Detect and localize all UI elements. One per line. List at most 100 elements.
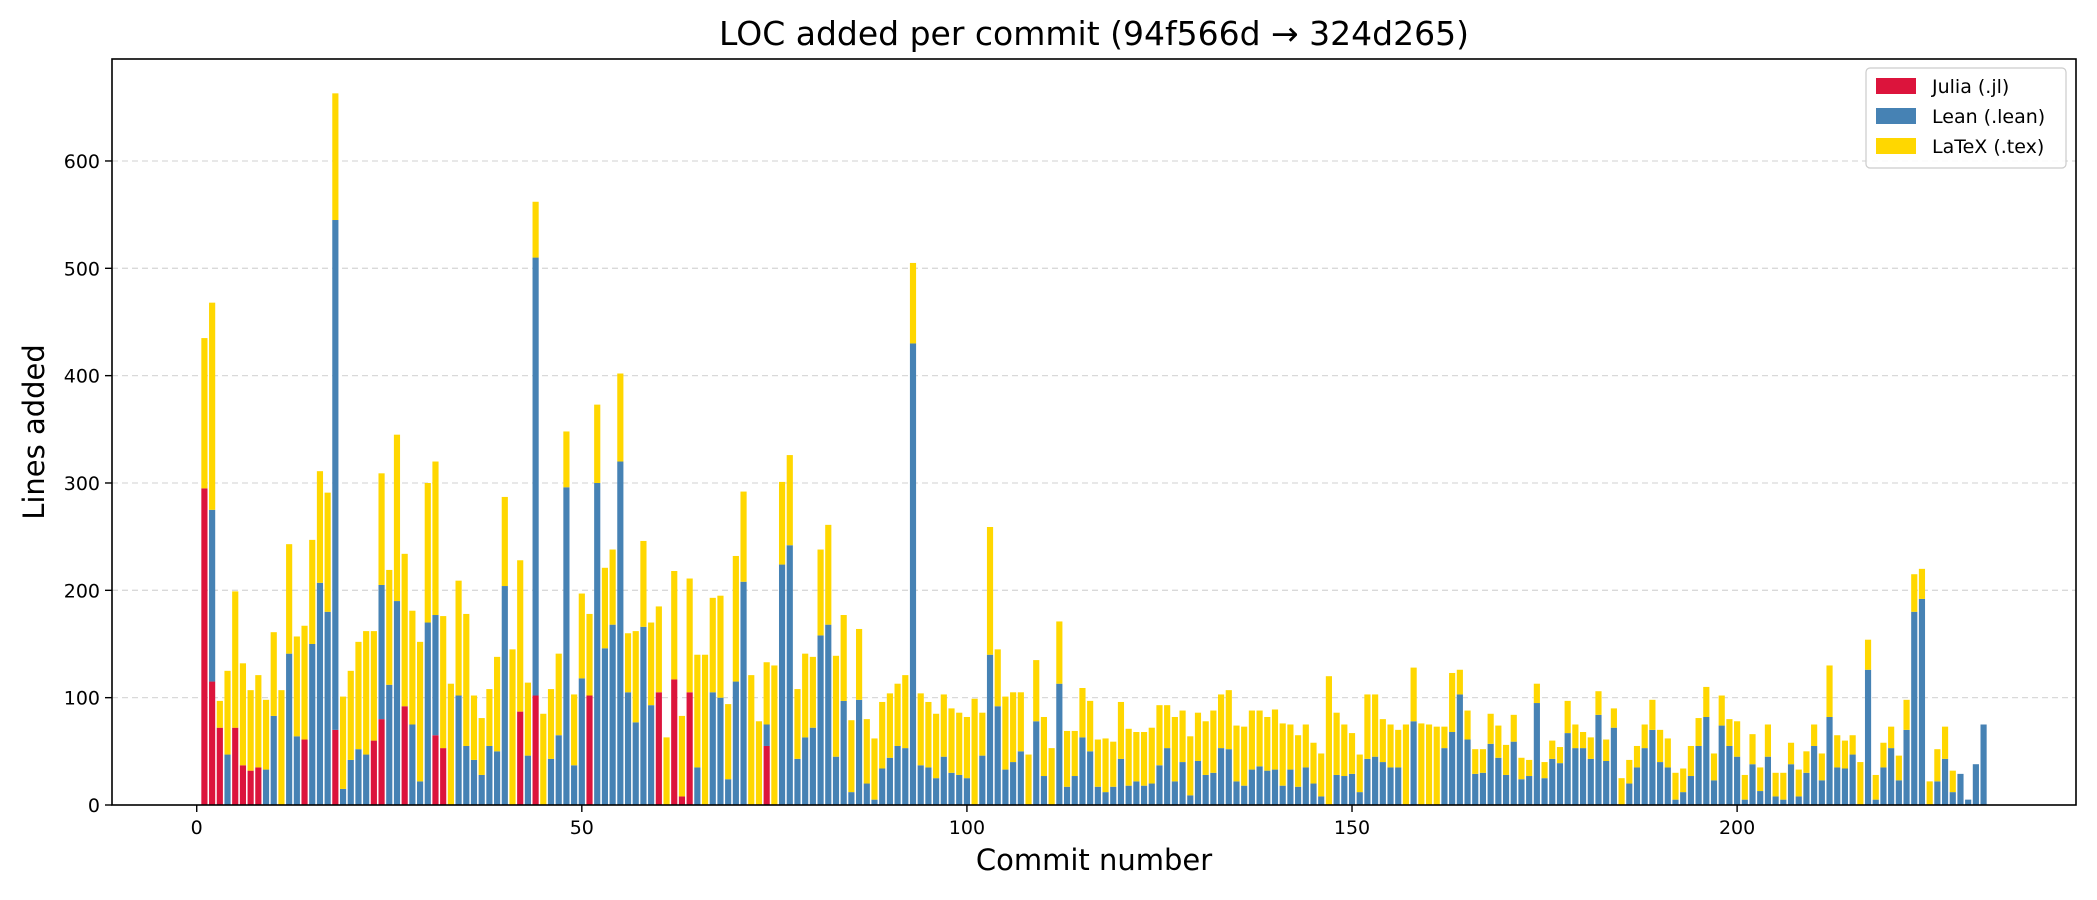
bar-latex-commit-144 xyxy=(1302,724,1309,768)
legend-label-lean: Lean (.lean) xyxy=(1932,106,2045,128)
bar-lean-commit-171 xyxy=(1510,741,1517,805)
bar-latex-commit-203 xyxy=(1757,767,1764,792)
bar-latex-commit-143 xyxy=(1295,735,1302,787)
bar-latex-commit-72 xyxy=(748,675,755,805)
bar-lean-commit-24 xyxy=(378,584,385,720)
x-tick-label-200: 200 xyxy=(1719,817,1755,839)
bar-lean-commit-104 xyxy=(994,706,1001,805)
bar-lean-commit-44 xyxy=(532,257,539,696)
bar-lean-commit-25 xyxy=(386,684,393,805)
x-axis-label: Commit number xyxy=(976,843,1212,877)
bar-julia-commit-3 xyxy=(216,727,223,805)
legend: Julia (.jl) Lean (.lean) LaTeX (.tex) xyxy=(1865,67,2067,169)
bar-latex-commit-109 xyxy=(1033,660,1040,722)
bar-latex-commit-186 xyxy=(1626,759,1633,784)
bar-lean-commit-219 xyxy=(1880,767,1887,805)
bar-latex-commit-106 xyxy=(1010,692,1017,763)
bar-lean-commit-199 xyxy=(1726,745,1733,805)
bar-lean-commit-10 xyxy=(270,715,277,805)
bar-lean-commit-192 xyxy=(1672,799,1679,805)
bar-lean-commit-132 xyxy=(1210,772,1217,805)
bar-latex-commit-71 xyxy=(740,491,747,582)
y-tick-label-200: 200 xyxy=(64,580,100,602)
bar-latex-commit-124 xyxy=(1148,727,1155,784)
bar-lean-commit-172 xyxy=(1518,779,1525,805)
bar-latex-commit-63 xyxy=(678,715,686,797)
x-tick-label-150: 150 xyxy=(1334,817,1370,839)
bar-lean-commit-82 xyxy=(825,624,832,805)
bar-latex-commit-174 xyxy=(1533,683,1540,704)
bar-lean-commit-149 xyxy=(1341,776,1348,805)
bar-latex-commit-131 xyxy=(1202,721,1209,775)
bar-latex-commit-26 xyxy=(393,434,401,602)
bar-lean-commit-53 xyxy=(601,648,609,805)
bar-lean-commit-69 xyxy=(725,779,732,805)
bar-latex-commit-91 xyxy=(894,683,901,746)
bar-latex-commit-147 xyxy=(1325,676,1332,805)
bar-lean-commit-217 xyxy=(1864,669,1872,805)
bar-latex-commit-27 xyxy=(401,553,408,707)
bar-lean-commit-88 xyxy=(871,799,878,805)
bar-lean-commit-209 xyxy=(1803,772,1810,805)
bar-lean-commit-144 xyxy=(1302,767,1309,805)
bar-latex-commit-202 xyxy=(1749,734,1756,765)
bar-lean-commit-186 xyxy=(1626,783,1633,805)
bar-latex-commit-39 xyxy=(494,656,501,752)
bar-lean-commit-74 xyxy=(763,724,770,746)
bar-latex-commit-51 xyxy=(586,613,593,696)
bar-lean-commit-54 xyxy=(609,624,616,805)
bar-latex-commit-3 xyxy=(216,700,223,728)
bar-latex-commit-70 xyxy=(732,555,739,682)
bar-lean-commit-193 xyxy=(1680,792,1687,805)
bar-lean-commit-79 xyxy=(802,737,809,805)
bar-latex-commit-76 xyxy=(778,481,786,565)
bar-latex-commit-138 xyxy=(1256,710,1263,767)
bar-lean-commit-205 xyxy=(1772,796,1779,805)
bar-lean-commit-40 xyxy=(501,586,508,805)
bar-latex-commit-28 xyxy=(409,610,416,725)
bar-latex-commit-40 xyxy=(501,496,508,587)
bar-lean-commit-4 xyxy=(224,754,231,805)
bar-latex-commit-220 xyxy=(1888,726,1895,749)
bar-latex-commit-89 xyxy=(879,701,886,769)
bar-lean-commit-228 xyxy=(1949,792,1956,805)
bar-latex-commit-107 xyxy=(1017,692,1024,752)
bar-latex-commit-22 xyxy=(363,631,370,755)
bar-latex-commit-170 xyxy=(1502,744,1510,775)
bar-lean-commit-198 xyxy=(1718,725,1725,805)
bar-latex-commit-16 xyxy=(316,471,324,583)
bar-latex-commit-123 xyxy=(1140,732,1148,786)
bar-lean-commit-35 xyxy=(463,745,470,805)
bar-latex-commit-214 xyxy=(1841,740,1849,769)
x-tick-label-0: 0 xyxy=(191,817,203,839)
bar-lean-commit-222 xyxy=(1903,729,1910,805)
bar-latex-commit-34 xyxy=(455,580,462,696)
bar-latex-commit-198 xyxy=(1718,695,1725,726)
bar-lean-commit-80 xyxy=(809,727,816,805)
bar-latex-commit-216 xyxy=(1857,762,1864,805)
bar-latex-commit-223 xyxy=(1911,574,1918,612)
bar-latex-commit-60 xyxy=(655,606,662,693)
bar-latex-commit-111 xyxy=(1048,748,1055,805)
x-tick-label-50: 50 xyxy=(570,817,594,839)
bar-lean-commit-97 xyxy=(940,756,947,805)
bar-latex-commit-125 xyxy=(1156,705,1163,766)
bar-latex-commit-24 xyxy=(378,473,385,585)
bar-latex-commit-176 xyxy=(1549,740,1556,759)
bar-lean-commit-105 xyxy=(1002,769,1009,805)
bar-lean-commit-2 xyxy=(209,509,216,682)
bar-latex-commit-44 xyxy=(532,201,539,258)
bar-latex-commit-77 xyxy=(786,455,793,546)
bar-latex-commit-189 xyxy=(1649,699,1656,730)
bar-lean-commit-191 xyxy=(1664,767,1671,805)
bar-lean-commit-158 xyxy=(1410,721,1417,805)
bar-latex-commit-36 xyxy=(470,695,478,760)
bar-lean-commit-170 xyxy=(1502,774,1510,805)
bar-latex-commit-108 xyxy=(1025,754,1032,805)
bar-lean-commit-116 xyxy=(1087,751,1094,805)
bar-lean-commit-204 xyxy=(1764,756,1772,805)
bar-lean-commit-18 xyxy=(332,220,339,730)
bar-lean-commit-29 xyxy=(416,781,424,805)
plot-frame xyxy=(111,58,2077,806)
